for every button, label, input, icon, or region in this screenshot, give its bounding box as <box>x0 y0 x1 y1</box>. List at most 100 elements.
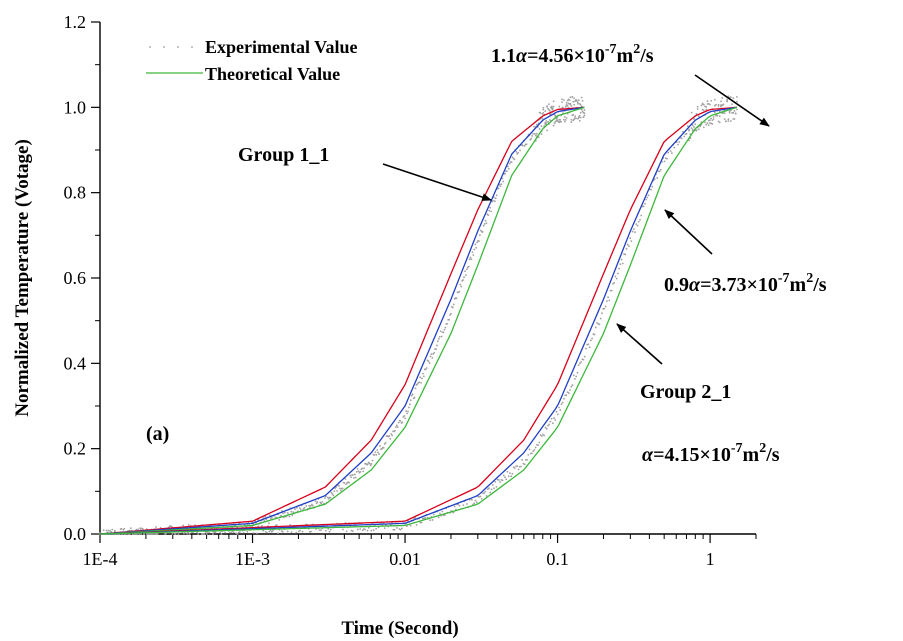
experimental-point <box>547 107 549 110</box>
experimental-point <box>396 526 398 529</box>
experimental-point <box>537 136 540 139</box>
experimental-point <box>569 389 571 391</box>
experimental-point <box>485 222 488 225</box>
experimental-point <box>571 95 574 98</box>
experimental-point <box>294 508 296 511</box>
experimental-point <box>452 303 455 306</box>
experimental-point <box>164 533 166 535</box>
experimental-point <box>437 338 440 340</box>
experimental-point <box>330 491 333 494</box>
experimental-point <box>693 118 695 120</box>
experimental-point <box>492 199 494 202</box>
experimental-point <box>650 188 652 191</box>
experimental-point <box>473 502 476 505</box>
experimental-point <box>583 109 586 111</box>
experimental-point <box>476 241 478 244</box>
experimental-point <box>425 367 428 369</box>
experimental-point <box>531 135 534 137</box>
experimental-point <box>102 529 105 532</box>
experimental-point <box>370 463 373 465</box>
experimental-point <box>550 417 553 420</box>
experimental-point <box>382 447 385 449</box>
experimental-point <box>534 133 536 135</box>
experimental-point <box>427 360 430 363</box>
experimental-point <box>424 368 427 371</box>
experimental-point <box>722 103 725 106</box>
experimental-point <box>509 472 511 475</box>
experimental-point <box>373 453 376 456</box>
experimental-point <box>576 102 579 105</box>
experimental-point <box>550 105 553 108</box>
experimental-point <box>562 106 564 109</box>
experimental-point <box>640 214 643 217</box>
experimental-point <box>135 528 138 531</box>
annotation-0-9alpha: 0.9α=3.73×10-7m2/s <box>664 271 827 296</box>
experimental-point <box>489 491 492 494</box>
experimental-point <box>320 529 322 532</box>
experimental-point <box>669 150 672 153</box>
experimental-point <box>511 472 514 475</box>
experimental-point <box>506 470 509 473</box>
experimental-point <box>688 139 690 142</box>
experimental-point <box>691 124 694 127</box>
legend: Experimental Value Theoretical Value <box>146 37 358 84</box>
experimental-point <box>314 500 317 503</box>
experimental-point <box>356 528 359 531</box>
experimental-point <box>290 510 293 513</box>
experimental-point <box>378 453 380 455</box>
annotation-1-1alpha: 1.1α=4.56×10-7m2/s <box>491 42 654 67</box>
experimental-point <box>355 470 358 473</box>
experimental-point <box>440 335 443 338</box>
experimental-point <box>523 145 526 147</box>
experimental-point <box>605 300 608 303</box>
experimental-point <box>666 157 668 160</box>
x-ticks: 1E-4 1E-3 0.01 0.1 1 <box>83 534 757 569</box>
experimental-point <box>460 285 463 288</box>
experimental-point <box>242 531 245 534</box>
experimental-point <box>542 108 545 111</box>
experimental-point <box>485 494 488 497</box>
experimental-point <box>486 488 489 491</box>
y-tick-label: 0.4 <box>64 353 87 373</box>
experimental-point <box>391 434 394 437</box>
experimental-point <box>371 459 374 462</box>
experimental-point <box>570 118 573 121</box>
experimental-point <box>545 120 548 122</box>
experimental-point <box>442 331 445 334</box>
experimental-point <box>629 237 632 240</box>
experimental-point <box>349 474 352 477</box>
experimental-point <box>546 105 548 108</box>
experimental-point <box>367 526 370 529</box>
experimental-point <box>408 403 411 406</box>
experimental-point <box>736 96 738 98</box>
experimental-point <box>368 462 371 465</box>
experimental-point <box>366 463 369 465</box>
experimental-point <box>555 410 558 413</box>
experimental-point <box>726 98 729 101</box>
experimental-point <box>560 403 563 406</box>
experimental-point <box>670 152 673 154</box>
experimental-point <box>535 123 538 126</box>
experimental-point <box>453 505 456 508</box>
experimental-point <box>299 529 301 532</box>
experimental-point <box>505 478 508 481</box>
experimental-point <box>219 531 222 534</box>
experimental-point <box>553 122 556 125</box>
experimental-point <box>433 351 436 354</box>
experimental-point <box>286 511 289 514</box>
experimental-point <box>579 116 582 119</box>
experimental-point <box>636 224 639 227</box>
experimental-point <box>401 421 404 424</box>
experimental-point <box>639 218 641 221</box>
experimental-point <box>122 528 125 531</box>
y-ticks: 0.0 0.2 0.4 0.6 0.8 1.0 1.2 <box>64 12 100 544</box>
experimental-point <box>488 209 491 212</box>
experimental-point <box>540 125 543 128</box>
experimental-point <box>105 529 108 532</box>
experimental-point <box>540 435 543 438</box>
experimental-point <box>631 230 634 233</box>
experimental-point <box>230 531 233 534</box>
experimental-point <box>336 490 338 492</box>
experimental-point <box>569 96 572 99</box>
experimental-point <box>716 114 719 117</box>
